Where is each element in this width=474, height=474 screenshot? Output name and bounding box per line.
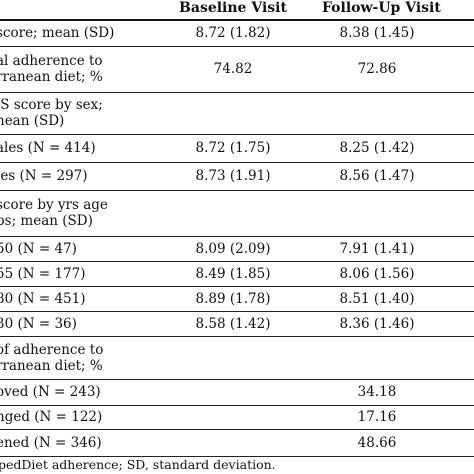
followup-value: 48.66	[357, 434, 397, 451]
table-row: score by yrs age ps; mean (SD)	[0, 190, 474, 237]
followup-value: 8.06 (1.56)	[339, 265, 415, 282]
table-row: 50 (N = 47) 8.09 (2.09) 7.91 (1.41)	[0, 236, 474, 262]
row-label: ened (N = 346)	[0, 434, 102, 451]
row-label: 80 (N = 451)	[0, 290, 86, 307]
table-row: score; mean (SD) 8.72 (1.82) 8.38 (1.45)	[0, 20, 474, 47]
row-label: ales (N = 414)	[0, 140, 96, 156]
table-row: of adherence to rranean diet; %	[0, 336, 474, 380]
row-label: nged (N = 122)	[0, 409, 103, 425]
followup-value: 8.38 (1.45)	[339, 25, 415, 41]
table-row: 30 (N = 36) 8.58 (1.42) 8.36 (1.46)	[0, 311, 474, 337]
table-row: oved (N = 243) 34.18	[0, 379, 474, 406]
table-row: al adherence to rranean diet; % 74.82 72.86	[0, 46, 474, 93]
row-label: rranean diet; %	[0, 69, 103, 85]
row-label: of adherence to	[0, 341, 104, 358]
followup-value: 8.25 (1.42)	[339, 140, 415, 156]
table-row: ales (N = 414) 8.72 (1.75) 8.25 (1.42)	[0, 134, 474, 163]
row-label: 55 (N = 177)	[0, 265, 86, 282]
baseline-value: 8.73 (1.91)	[195, 168, 271, 184]
table-row: nged (N = 122) 17.16	[0, 405, 474, 430]
baseline-value: 74.82	[213, 61, 253, 77]
followup-value: 8.56 (1.47)	[339, 168, 415, 184]
row-label: les (N = 297)	[0, 168, 88, 184]
row-label: oved (N = 243)	[0, 384, 101, 400]
row-label: score; mean (SD)	[0, 25, 115, 41]
row-label: rranean diet; %	[0, 357, 103, 374]
baseline-value: 8.72 (1.75)	[195, 140, 271, 156]
followup-value: 34.18	[357, 384, 397, 400]
row-label: nean (SD)	[0, 113, 65, 129]
table-row: .S score by sex; nean (SD)	[0, 92, 474, 135]
row-label: .S score by sex;	[0, 97, 103, 113]
baseline-value: 8.58 (1.42)	[195, 315, 271, 332]
header-followup: Follow-Up Visit	[322, 0, 441, 16]
followup-value: 72.86	[357, 61, 397, 77]
followup-value: 17.16	[357, 409, 397, 425]
table-row: les (N = 297) 8.73 (1.91) 8.56 (1.47)	[0, 162, 474, 191]
baseline-value: 8.49 (1.85)	[195, 265, 271, 282]
header-baseline: Baseline Visit	[179, 0, 287, 16]
row-label: al adherence to	[0, 53, 103, 69]
table-row: 55 (N = 177) 8.49 (1.85) 8.06 (1.56)	[0, 261, 474, 287]
baseline-value: 8.09 (2.09)	[195, 240, 271, 257]
table-row: ened (N = 346) 48.66	[0, 429, 474, 457]
row-label: ps; mean (SD)	[0, 213, 93, 229]
row-label: score by yrs age	[0, 197, 108, 213]
table-footnote: pedDiet adherence; SD, standard deviatio…	[0, 457, 276, 472]
table-header-row: Baseline Visit Follow-Up Visit	[0, 0, 474, 21]
row-label: 50 (N = 47)	[0, 240, 77, 257]
baseline-value: 8.72 (1.82)	[195, 25, 271, 41]
table-row: 80 (N = 451) 8.89 (1.78) 8.51 (1.40)	[0, 286, 474, 312]
baseline-value: 8.89 (1.78)	[195, 290, 271, 307]
row-label: 30 (N = 36)	[0, 315, 77, 332]
followup-value: 8.51 (1.40)	[339, 290, 415, 307]
followup-value: 7.91 (1.41)	[339, 240, 415, 257]
followup-value: 8.36 (1.46)	[339, 315, 415, 332]
